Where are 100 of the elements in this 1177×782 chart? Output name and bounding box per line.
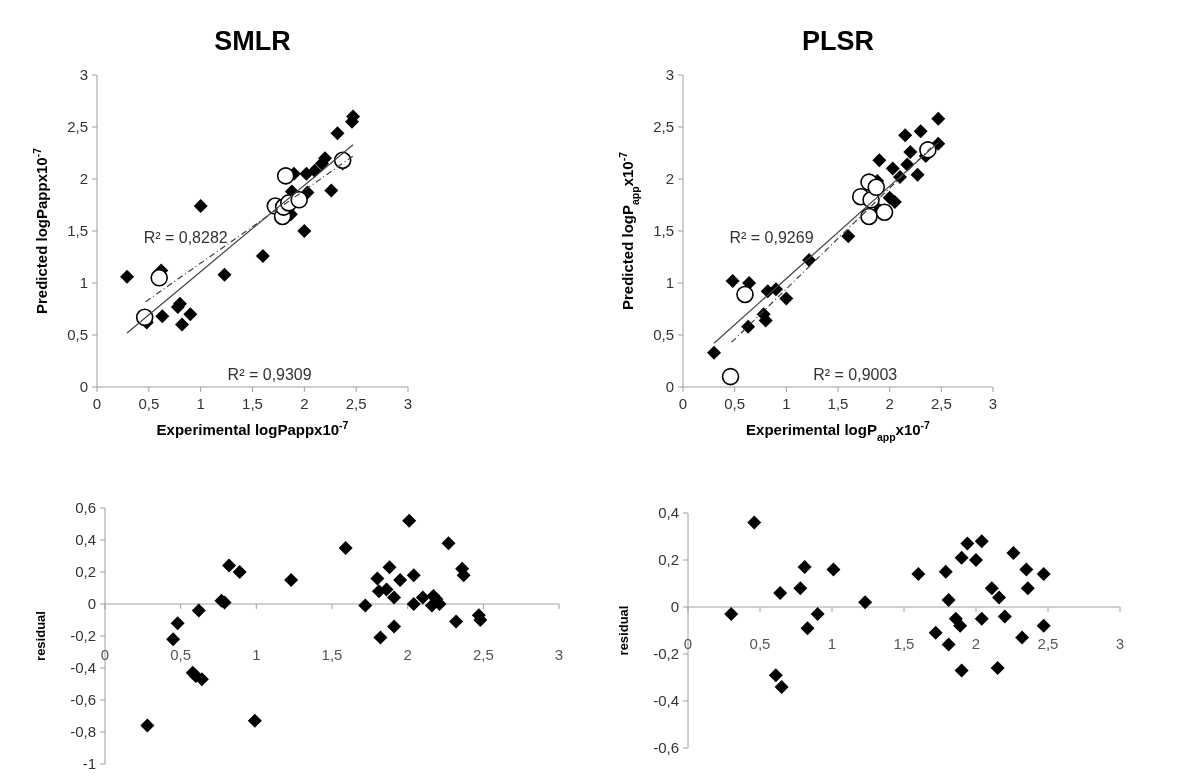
chart-title: PLSR [801, 26, 875, 56]
y-tick-label: 0 [665, 378, 674, 396]
y-tick-label: 3 [79, 66, 88, 84]
point [1019, 562, 1034, 577]
point [183, 307, 198, 322]
point [393, 573, 408, 587]
point [810, 607, 825, 622]
point [387, 619, 402, 634]
point [193, 199, 208, 214]
x-axis-title: Experimental logPappx10$^{-7}$ [156, 419, 349, 438]
point [1036, 618, 1051, 633]
point [913, 124, 928, 139]
point [931, 111, 946, 126]
point [974, 534, 989, 549]
point [875, 203, 894, 222]
point [191, 603, 206, 618]
annotation: R² = 0,8282 [143, 228, 228, 246]
point [903, 144, 918, 159]
y-tick-label: 2 [665, 170, 674, 188]
y-tick-label: -0,6 [653, 739, 679, 757]
point [941, 637, 956, 652]
point [120, 269, 135, 284]
point [954, 663, 969, 678]
x-tick-label: 1 [782, 395, 791, 412]
x-tick-label: 2 [403, 646, 412, 663]
x-tick-label: 0 [683, 635, 693, 652]
point [373, 630, 388, 645]
point [721, 367, 740, 386]
point [826, 562, 841, 577]
y-tick-label: 0,5 [67, 326, 88, 344]
point [232, 565, 247, 579]
point [222, 558, 237, 573]
x-tick-label: 0,5 [138, 395, 160, 412]
point [990, 661, 1005, 676]
y-tick-label: 0,5 [653, 326, 674, 344]
x-tick-label: 1,5 [242, 395, 263, 412]
y-tick-label: 2,5 [67, 118, 88, 136]
point [747, 515, 762, 530]
x-tick-label: 2 [885, 395, 894, 412]
x-tick-label: 1,5 [321, 646, 343, 663]
point [299, 166, 314, 181]
y-tick-label: 0 [670, 598, 679, 616]
point [370, 571, 385, 586]
point [969, 553, 983, 567]
point [1006, 545, 1021, 560]
x-tick-label: 1 [827, 635, 837, 652]
point [175, 317, 190, 332]
y-tick-label: 0 [79, 378, 88, 396]
point [867, 178, 886, 197]
point [797, 560, 812, 575]
y-tick-label: 1,5 [67, 222, 88, 240]
point [841, 229, 856, 244]
x-tick-label: 1 [252, 646, 261, 663]
x-tick-label: 3 [554, 646, 564, 663]
y-tick-label: 0,4 [75, 531, 96, 549]
x-tick-label: 2,5 [472, 646, 494, 663]
y-tick-label: 0 [87, 595, 96, 613]
point [725, 273, 740, 288]
point [984, 581, 999, 596]
x-tick-label: 3 [1115, 635, 1125, 652]
y-tick-label: -1 [82, 755, 96, 773]
x-tick-label: 0,5 [724, 395, 746, 412]
x-tick-label: 3 [988, 395, 998, 412]
annotation: R² = 0,9269 [729, 228, 814, 246]
point [707, 345, 721, 360]
point [741, 319, 756, 334]
point [800, 621, 815, 636]
point [960, 536, 975, 551]
point [911, 567, 926, 582]
point [941, 592, 956, 607]
point [290, 191, 308, 209]
y-tick-label: 2,5 [653, 118, 674, 136]
point [449, 614, 464, 629]
y-tick-label: 0,2 [658, 551, 679, 569]
point [358, 598, 373, 613]
x-tick-label: 2,5 [345, 395, 367, 412]
chart-title: SMLR [214, 26, 291, 56]
x-tick-label: 1 [196, 395, 205, 412]
point [255, 248, 270, 263]
point [954, 550, 969, 565]
point [166, 632, 181, 647]
point [155, 309, 170, 324]
point [382, 560, 397, 575]
point [324, 183, 339, 198]
point [276, 167, 295, 185]
x-axis-title: Experimental logP$_{app}$x10$^{-7}$ [746, 419, 931, 443]
x-tick-label: 2 [971, 635, 981, 652]
y-tick-label: 0,6 [75, 499, 96, 517]
x-tick-label: 3 [403, 395, 413, 412]
point [928, 625, 943, 640]
point [1015, 630, 1030, 645]
point [898, 128, 913, 143]
point [387, 590, 402, 605]
point [402, 513, 417, 528]
y-tick-label: 1 [79, 274, 88, 292]
x-tick-label: 2 [300, 395, 309, 412]
point [406, 568, 421, 583]
point [953, 618, 968, 633]
point [297, 224, 312, 238]
point [885, 161, 900, 176]
